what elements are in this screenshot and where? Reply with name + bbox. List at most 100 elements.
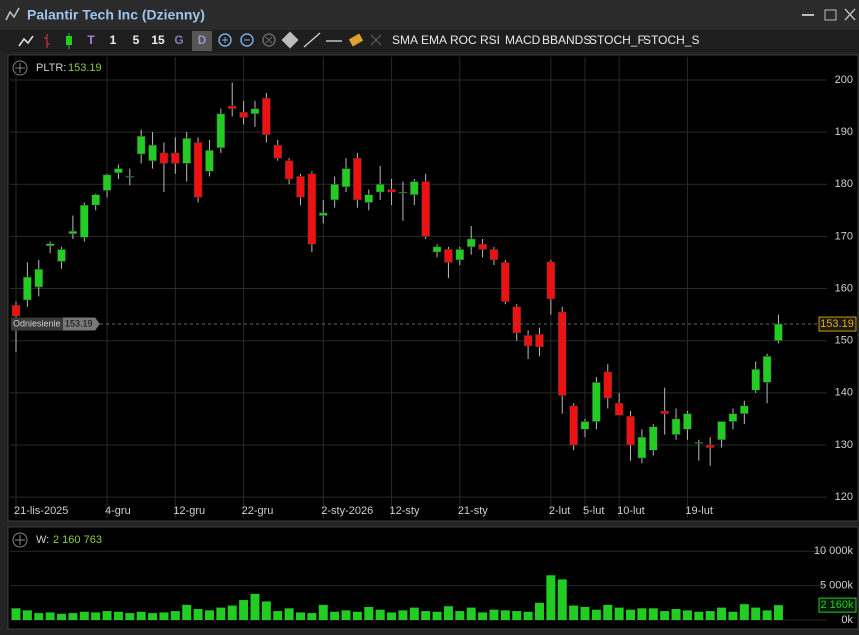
toolbar-button[interactable]: 1 [110, 33, 117, 47]
candle-body [523, 335, 533, 347]
indicator-button[interactable]: SMA [392, 33, 418, 47]
eraser-tool[interactable] [348, 33, 364, 47]
candle-body [171, 152, 180, 164]
candle-body [398, 191, 408, 194]
volume-bar [170, 611, 180, 620]
candle-body [512, 306, 521, 334]
maximize-button[interactable] [824, 9, 837, 21]
volume-marker [818, 597, 857, 613]
delete-tool[interactable] [370, 34, 382, 46]
volume-bar [273, 611, 283, 620]
move-handle[interactable] [12, 532, 28, 548]
indicator-button[interactable]: STOCH_S [643, 33, 699, 47]
volume-bar [193, 608, 203, 620]
candle-button[interactable] [66, 33, 72, 49]
volume-bar [432, 611, 442, 620]
volume-bar [22, 610, 32, 620]
toolbar-button[interactable]: D [198, 33, 207, 47]
candle-body [614, 403, 624, 416]
candle-body [205, 150, 214, 172]
candle-body [262, 97, 271, 135]
x-tick-label: 10-lut [617, 505, 645, 517]
toolbar [0, 30, 859, 52]
minimize-button[interactable] [802, 14, 814, 16]
candle-body [239, 112, 248, 118]
volume-bar [751, 607, 761, 620]
candle-body [432, 246, 442, 253]
candle-body [45, 243, 55, 247]
x-tick-label: 2-lut [549, 505, 570, 517]
x-tick-label: 4-gru [105, 505, 131, 517]
volume-value: 2 160 763 [53, 534, 102, 546]
title-bar [0, 0, 859, 30]
candle-body [296, 176, 305, 198]
y-tick-label: 5 000k [820, 580, 854, 592]
candle-body [478, 243, 487, 250]
candle-body [637, 436, 647, 459]
indicator-button[interactable]: BBANDS [542, 33, 591, 47]
indicator-button[interactable]: ROC [450, 33, 477, 47]
candle-body [114, 168, 123, 174]
volume-bar [261, 601, 271, 620]
x-tick-label: 12-gru [173, 505, 205, 517]
app-icon [5, 7, 20, 21]
toolbar-button[interactable]: G [174, 33, 183, 47]
volume-bar [352, 611, 362, 620]
candle-body [489, 249, 499, 261]
ohlc-button[interactable] [44, 34, 50, 48]
volume-bar [705, 611, 715, 620]
indicator-button[interactable]: RSI [480, 33, 500, 47]
volume-bar [614, 607, 624, 620]
volume-bar [591, 609, 601, 620]
indicator-button[interactable]: STOCH_F [589, 33, 645, 47]
x-tick-label: 5-lut [583, 505, 604, 517]
volume-bar [580, 606, 590, 620]
candle-body [683, 413, 692, 430]
zoom-out[interactable] [240, 33, 254, 47]
candle-body [148, 144, 157, 162]
volume-bar [466, 607, 476, 620]
volume-label: W: [36, 534, 49, 546]
x-tick-label: 21-lis-2025 [14, 505, 68, 517]
volume-bar [318, 604, 328, 620]
indicator-button[interactable]: EMA [421, 33, 447, 47]
reference-value-tag [63, 317, 100, 331]
volume-bar [204, 610, 214, 620]
x-tick-label: 12-sty [390, 505, 420, 517]
candle-body [740, 405, 749, 414]
candle-body [273, 144, 282, 159]
price-panel [7, 54, 859, 522]
volume-bar [637, 608, 647, 620]
volume-bar [523, 611, 533, 620]
y-tick-label: 170 [835, 230, 853, 242]
volume-bar [409, 607, 419, 620]
reference-label: Odniesienie [13, 318, 61, 328]
candle-body [466, 238, 476, 248]
volume-bar [113, 611, 123, 620]
candle-body [341, 168, 351, 188]
volume-bar [626, 609, 636, 620]
candle-body [11, 304, 21, 317]
zoom-in[interactable] [218, 33, 232, 47]
line-chart-button[interactable] [18, 35, 34, 47]
candle-body [705, 444, 715, 448]
move-handle[interactable] [12, 60, 28, 76]
volume-bar [330, 611, 340, 620]
candle-body [319, 212, 328, 216]
candle-body [216, 113, 226, 148]
candle-body [364, 194, 374, 203]
close-button[interactable] [844, 8, 856, 21]
trendline-tool[interactable] [303, 32, 321, 48]
zoom-reset[interactable] [262, 33, 276, 47]
volume-bar [227, 605, 237, 620]
toolbar-button[interactable]: T [87, 33, 95, 47]
toolbar-button[interactable]: 15 [151, 33, 165, 47]
volume-bar [11, 608, 21, 620]
candle-body [182, 138, 191, 164]
y-tick-label: 10 000k [814, 545, 854, 557]
indicator-button[interactable]: MACD [505, 33, 541, 47]
volume-bar [182, 604, 192, 620]
candle-body [421, 181, 430, 237]
toolbar-button[interactable]: 5 [133, 33, 140, 47]
